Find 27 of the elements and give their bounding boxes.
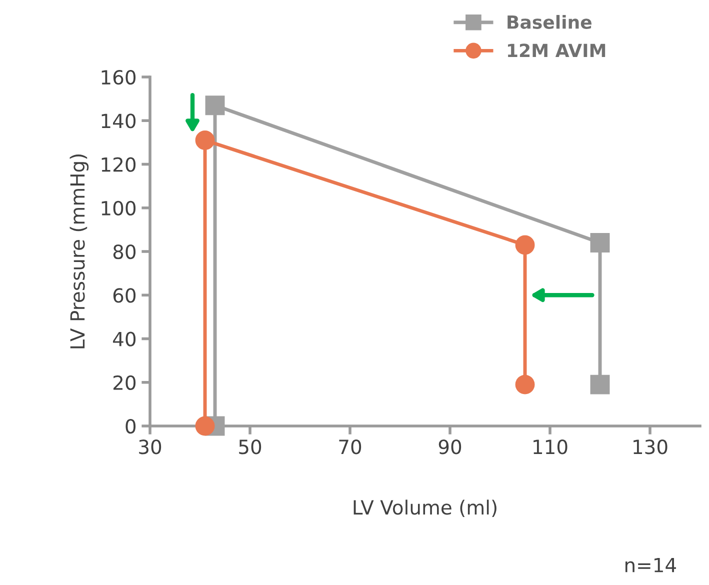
- y-tick-label: 120: [102, 157, 136, 172]
- point: [515, 235, 535, 255]
- point: [590, 233, 610, 252]
- y-tick-label: 20: [113, 375, 136, 390]
- text: n=14: [626, 558, 676, 572]
- y-axis-title: LV Pressure (mmHg): [70, 154, 89, 348]
- y-tick-label: 40: [113, 332, 136, 346]
- x-tick-label: 130: [634, 440, 668, 454]
- legend-label: 12M AVIM: [508, 44, 606, 57]
- x-axis-title: LV Volume (ml): [354, 500, 496, 518]
- point: [515, 374, 535, 394]
- y-tick-label: 160: [102, 70, 136, 85]
- point: [590, 374, 610, 394]
- y-tick-label: 80: [113, 244, 136, 260]
- y-tick-label: 100: [102, 200, 136, 216]
- y-tick-label: 0: [126, 418, 136, 434]
- point: [195, 416, 215, 436]
- point: [195, 130, 215, 150]
- x-tick-label: 70: [339, 440, 362, 454]
- x-tick-label: 50: [239, 440, 262, 454]
- y-tick-label: 140: [102, 114, 136, 128]
- x-tick-label: 110: [534, 440, 568, 454]
- x-tick-label: 90: [438, 440, 462, 454]
- point: [205, 96, 225, 116]
- y-tick-label: 60: [113, 288, 136, 303]
- x-tick-label: 30: [139, 440, 162, 454]
- legend-label: Baseline: [508, 14, 592, 29]
